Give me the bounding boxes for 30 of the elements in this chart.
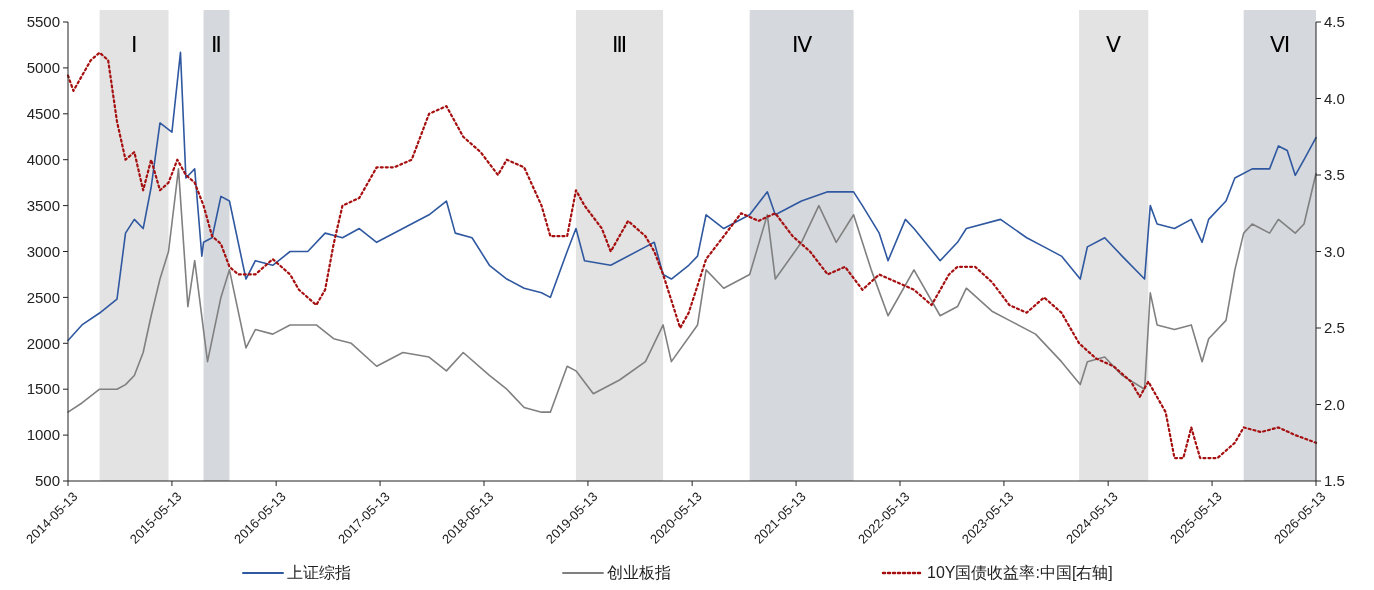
y-tick-label: 4000 bbox=[26, 150, 60, 168]
y2-tick-label: 3.0 bbox=[1324, 242, 1345, 260]
band-label: Ⅰ bbox=[131, 32, 138, 57]
y-tick-label: 2000 bbox=[26, 334, 60, 352]
y2-tick-label: 1.5 bbox=[1324, 472, 1345, 490]
y-tick-label: 3000 bbox=[26, 242, 60, 260]
band-label: Ⅵ bbox=[1269, 32, 1290, 57]
y-tick-label: 1000 bbox=[26, 426, 60, 444]
legend-label: 上证综指 bbox=[287, 564, 351, 581]
y-tick-label: 5000 bbox=[26, 59, 60, 77]
band-label: Ⅲ bbox=[612, 32, 628, 57]
line-series bbox=[66, 51, 1318, 460]
line-series bbox=[67, 168, 1317, 413]
y-tick-label: 4500 bbox=[26, 105, 60, 123]
y2-tick-label: 3.5 bbox=[1324, 166, 1345, 184]
band-label: Ⅴ bbox=[1106, 32, 1122, 57]
legend-label: 创业板指 bbox=[607, 564, 671, 581]
y2-tick-label: 2.5 bbox=[1324, 319, 1345, 337]
y2-tick-label: 2.0 bbox=[1324, 395, 1345, 413]
y-tick-label: 500 bbox=[34, 472, 60, 490]
y2-tick-label: 4.0 bbox=[1324, 89, 1345, 107]
line-series bbox=[67, 51, 1317, 342]
y-tick-label: 2500 bbox=[26, 288, 60, 306]
legend-label: 10Y国债收益率:中国[右轴] bbox=[927, 564, 1113, 581]
y-tick-label: 3500 bbox=[26, 196, 60, 214]
y-tick-label: 5500 bbox=[26, 13, 60, 31]
band-label: Ⅳ bbox=[791, 32, 813, 57]
y-tick-label: 1500 bbox=[26, 380, 60, 398]
y2-tick-label: 4.5 bbox=[1324, 13, 1345, 31]
band-label: Ⅱ bbox=[210, 32, 222, 57]
